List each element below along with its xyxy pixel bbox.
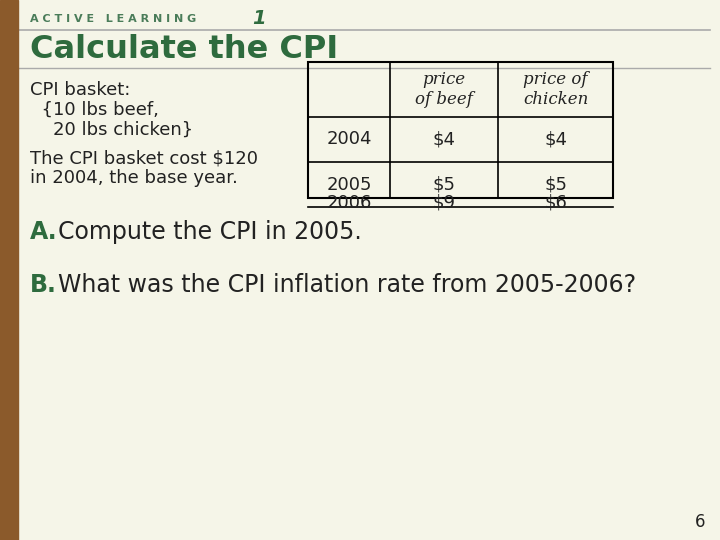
Text: $5: $5	[544, 176, 567, 193]
Text: B.: B.	[30, 273, 57, 297]
Text: $4: $4	[544, 131, 567, 149]
Bar	[0, 0, 18, 540]
Text: price of
chicken: price of chicken	[523, 71, 588, 109]
Text: Calculate the CPI: Calculate the CPI	[30, 33, 338, 64]
Text: $4: $4	[433, 131, 456, 149]
Text: {10 lbs beef,: {10 lbs beef,	[30, 101, 159, 119]
Text: 2006: 2006	[326, 193, 372, 212]
Text: Compute the CPI in 2005.: Compute the CPI in 2005.	[58, 220, 361, 244]
Text: The CPI basket cost $120: The CPI basket cost $120	[30, 149, 258, 167]
Text: CPI basket:: CPI basket:	[30, 81, 130, 99]
Text: 20 lbs chicken}: 20 lbs chicken}	[30, 121, 193, 139]
Text: in 2004, the base year.: in 2004, the base year.	[30, 169, 238, 187]
Text: 1: 1	[252, 10, 266, 29]
Text: 2004: 2004	[326, 131, 372, 149]
Text: What was the CPI inflation rate from 2005-2006?: What was the CPI inflation rate from 200…	[58, 273, 636, 297]
Text: price
of beef: price of beef	[415, 71, 473, 109]
Text: A.: A.	[30, 220, 58, 244]
Bar	[308, 62, 613, 198]
Text: 2005: 2005	[326, 176, 372, 193]
Text: $6: $6	[544, 193, 567, 212]
Text: $9: $9	[433, 193, 456, 212]
Text: 6: 6	[695, 513, 706, 531]
Text: A C T I V E   L E A R N I N G: A C T I V E L E A R N I N G	[30, 14, 197, 24]
Text: $5: $5	[433, 176, 456, 193]
